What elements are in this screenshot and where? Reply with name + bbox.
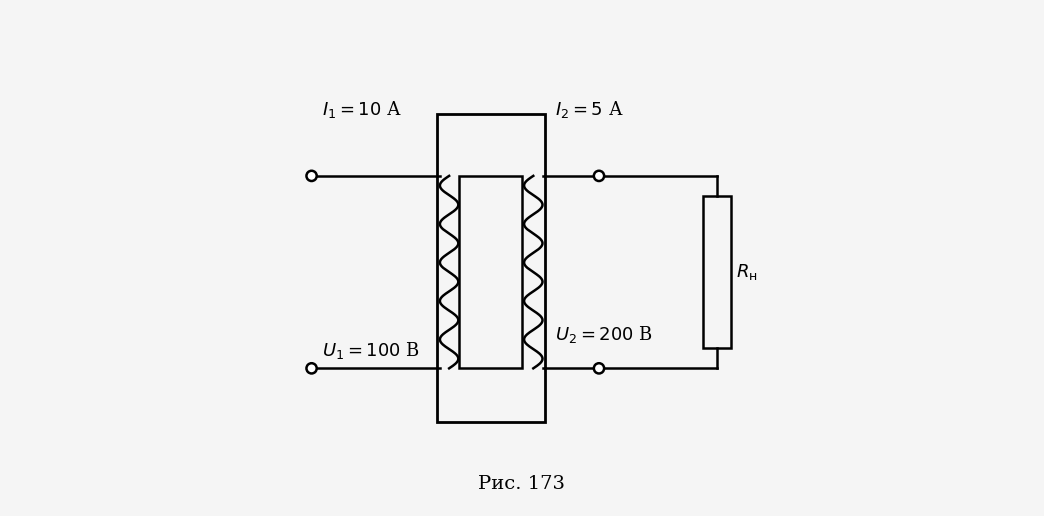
Circle shape	[594, 363, 604, 374]
Text: $I_2 = 5$ А: $I_2 = 5$ А	[555, 99, 624, 120]
Circle shape	[307, 171, 316, 181]
Text: Рис. 173: Рис. 173	[478, 475, 566, 493]
Bar	[437, 115, 545, 422]
Text: $I_1 = 10$ А: $I_1 = 10$ А	[322, 99, 402, 120]
Circle shape	[594, 171, 604, 181]
Text: $U_1 = 100$ В: $U_1 = 100$ В	[322, 340, 420, 361]
Text: $U_2 = 200$ В: $U_2 = 200$ В	[555, 325, 654, 346]
Text: $R_\mathrm{н}$: $R_\mathrm{н}$	[736, 262, 758, 282]
Bar	[459, 176, 522, 368]
Bar	[703, 197, 731, 348]
Circle shape	[307, 363, 316, 374]
